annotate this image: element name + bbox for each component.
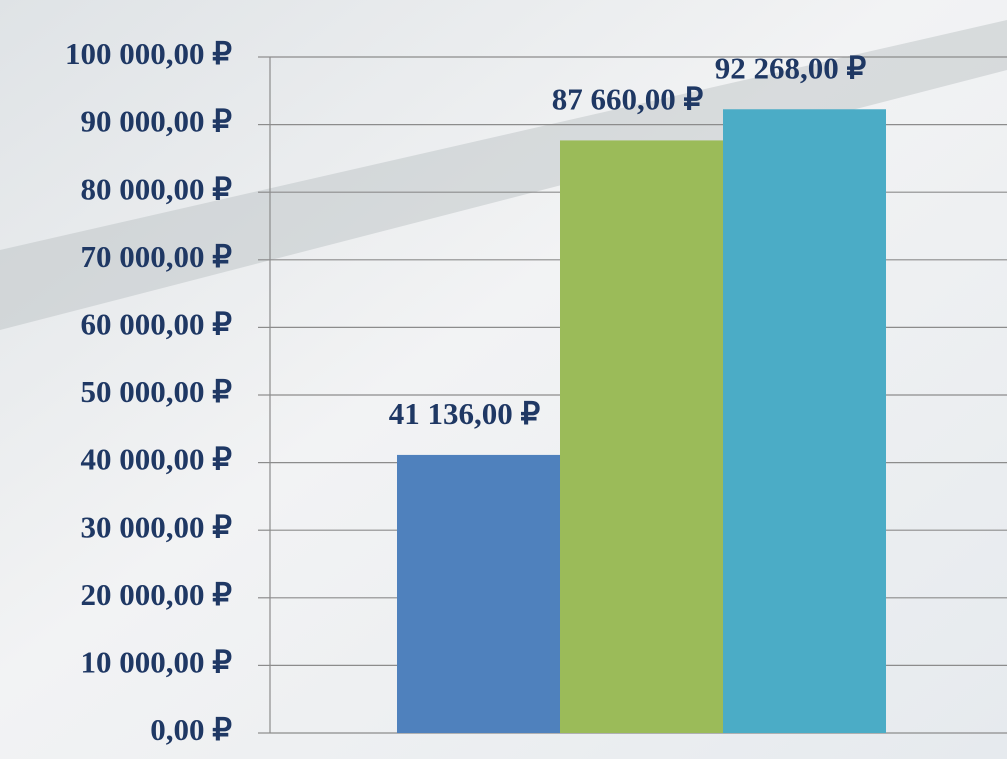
y-tick-label: 20 000,00 ₽ [81,577,233,612]
y-tick-label: 60 000,00 ₽ [81,307,233,342]
page: 0,00 ₽ 10 000,00 ₽ 20 000,00 ₽ 30 000,00 ₽ 4… [0,0,1007,759]
y-tick-label: 10 000,00 ₽ [81,645,233,680]
chart: 0,00 ₽ 10 000,00 ₽ 20 000,00 ₽ 30 000,00 ₽ 4… [0,0,1007,759]
y-tick-label: 50 000,00 ₽ [81,374,233,409]
value-label: 41 136,00 ₽ [389,396,541,431]
y-tick-label: 70 000,00 ₽ [81,239,233,274]
value-label: 92 268,00 ₽ [715,50,867,85]
y-tick-label: 40 000,00 ₽ [81,442,233,477]
y-tick-label: 80 000,00 ₽ [81,171,233,206]
y-tick-label: 90 000,00 ₽ [81,104,233,139]
y-tick-label: 0,00 ₽ [150,712,232,747]
bar [560,140,723,733]
bar [397,455,560,733]
y-tick-label: 100 000,00 ₽ [65,36,232,71]
value-label: 87 660,00 ₽ [552,82,704,117]
bar [723,109,886,733]
y-tick-label: 30 000,00 ₽ [81,509,233,544]
